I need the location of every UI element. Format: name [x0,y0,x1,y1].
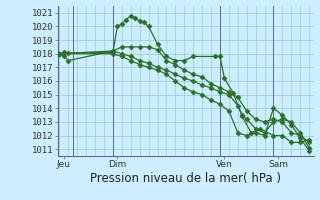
X-axis label: Pression niveau de la mer( hPa ): Pression niveau de la mer( hPa ) [90,172,281,185]
